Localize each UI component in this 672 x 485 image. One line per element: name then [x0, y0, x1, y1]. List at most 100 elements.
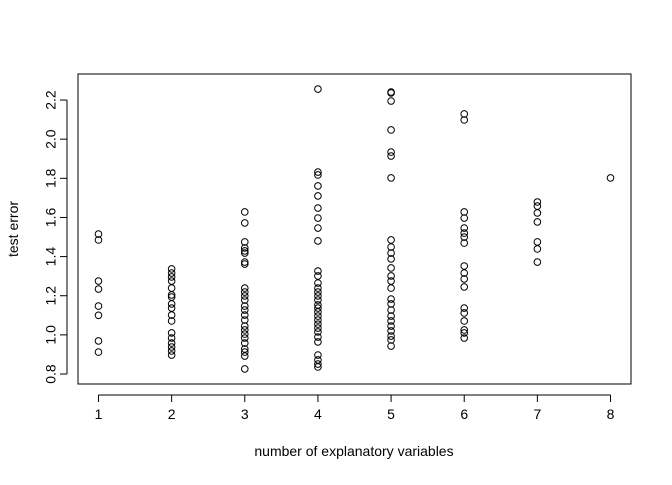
point — [533, 258, 542, 266]
point — [387, 342, 395, 350]
point — [314, 284, 322, 292]
point — [167, 273, 176, 281]
point — [460, 304, 469, 312]
point — [240, 339, 249, 347]
point — [460, 214, 469, 222]
point — [314, 296, 322, 304]
point — [94, 230, 103, 238]
x-tick-label: 3 — [241, 406, 249, 422]
point — [387, 332, 395, 340]
point — [167, 277, 176, 285]
point — [387, 89, 395, 97]
point — [240, 238, 249, 246]
y-axis-label: test error — [5, 201, 21, 257]
point — [460, 233, 469, 241]
point — [167, 351, 176, 359]
point — [240, 306, 249, 314]
point — [460, 229, 469, 237]
y-tick-label: 1.0 — [43, 325, 59, 345]
y-tick-label: 1.8 — [43, 168, 59, 188]
point — [314, 204, 322, 212]
point — [167, 317, 176, 325]
point — [314, 272, 322, 280]
point — [460, 110, 469, 118]
point — [387, 322, 395, 330]
point — [460, 208, 469, 216]
x-tick-label: 5 — [387, 406, 395, 422]
y-tick-label: 1.6 — [43, 208, 59, 228]
point — [314, 333, 322, 341]
point — [314, 85, 322, 93]
point — [314, 279, 322, 287]
point — [387, 277, 395, 285]
point — [387, 174, 395, 182]
point — [94, 236, 103, 244]
y-tick-label: 1.4 — [43, 247, 59, 267]
point — [314, 324, 322, 332]
point — [460, 116, 469, 124]
point — [314, 267, 322, 275]
point — [387, 306, 395, 314]
point — [240, 311, 249, 319]
point — [94, 348, 103, 356]
point — [387, 255, 395, 263]
point — [387, 236, 395, 244]
point — [167, 334, 176, 342]
point — [387, 152, 395, 160]
point — [533, 198, 542, 206]
point — [387, 148, 395, 156]
point — [240, 302, 249, 310]
point — [240, 244, 249, 252]
point — [387, 300, 395, 308]
point — [314, 360, 322, 368]
point — [606, 174, 615, 182]
point — [460, 262, 469, 270]
point — [387, 249, 395, 257]
x-tick-label: 8 — [607, 406, 615, 422]
x-tick-label: 2 — [168, 406, 176, 422]
point — [94, 302, 103, 310]
point — [387, 336, 395, 344]
x-tick-label: 7 — [533, 406, 541, 422]
point — [240, 365, 249, 373]
y-tick-label: 2.0 — [43, 129, 59, 149]
point — [240, 348, 249, 356]
point — [314, 224, 322, 232]
point — [240, 284, 249, 292]
point — [314, 304, 322, 312]
point — [240, 334, 249, 342]
point — [387, 312, 395, 320]
point — [460, 329, 469, 337]
point — [460, 334, 469, 342]
point — [533, 202, 542, 210]
point — [314, 363, 322, 371]
point — [167, 339, 176, 347]
point — [167, 265, 176, 273]
point — [240, 296, 249, 304]
point — [387, 264, 395, 272]
point — [314, 292, 322, 300]
point — [460, 224, 469, 232]
point — [314, 320, 322, 328]
point — [314, 316, 322, 324]
point — [167, 304, 176, 312]
point — [533, 218, 542, 226]
point — [240, 219, 249, 227]
point — [314, 328, 322, 336]
point — [387, 284, 395, 292]
point — [94, 337, 103, 345]
point — [387, 295, 395, 303]
point — [240, 316, 249, 324]
point — [167, 269, 176, 277]
point — [387, 97, 395, 105]
point — [167, 343, 176, 351]
point — [167, 284, 176, 292]
point — [314, 192, 322, 200]
x-tick-label: 1 — [95, 406, 103, 422]
point — [314, 237, 322, 245]
point — [240, 326, 249, 334]
point — [314, 351, 322, 359]
point — [387, 317, 395, 325]
